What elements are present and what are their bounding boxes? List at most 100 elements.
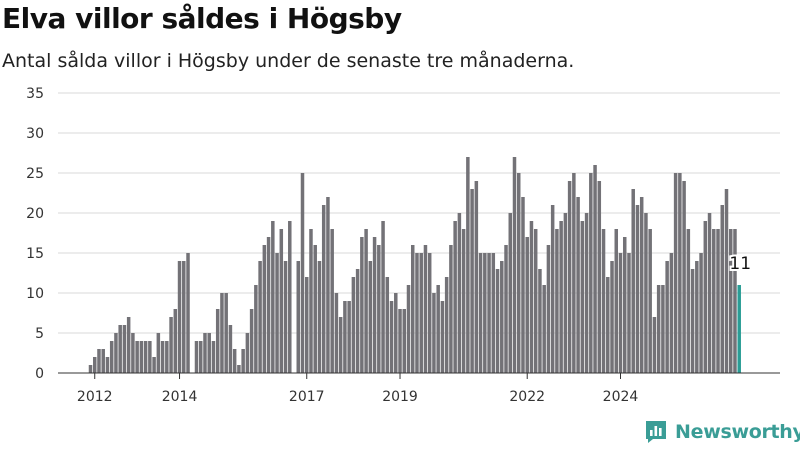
bar xyxy=(203,333,207,373)
bar xyxy=(135,341,139,373)
bar xyxy=(343,301,347,373)
bar xyxy=(635,205,640,373)
y-tick-label: 30 xyxy=(26,126,44,142)
bar xyxy=(572,173,576,373)
bar xyxy=(402,309,407,373)
bar xyxy=(338,317,343,373)
bar xyxy=(559,221,563,373)
bar xyxy=(215,309,220,373)
bar xyxy=(656,285,661,373)
bar xyxy=(580,221,585,373)
bar xyxy=(169,317,173,373)
bar xyxy=(186,253,190,373)
bar xyxy=(449,245,453,373)
bar xyxy=(707,213,712,373)
bar xyxy=(296,261,301,373)
bar xyxy=(288,221,292,373)
bar xyxy=(143,341,148,373)
bar xyxy=(584,213,589,373)
bar xyxy=(538,269,542,373)
bar xyxy=(495,269,500,373)
bar xyxy=(470,189,474,373)
bar xyxy=(716,229,720,373)
bar xyxy=(122,325,127,373)
bar xyxy=(228,325,233,373)
bar xyxy=(644,213,648,373)
bar xyxy=(614,229,619,373)
y-tick-label: 0 xyxy=(35,366,44,382)
x-axis-ticks: 2012 2014 2017 2019 2022 2024 xyxy=(77,373,638,405)
bar xyxy=(415,253,419,373)
bar xyxy=(436,285,440,373)
bar xyxy=(466,157,470,373)
bar xyxy=(258,261,262,373)
bar xyxy=(275,253,279,373)
bar xyxy=(317,261,322,373)
bar xyxy=(394,293,398,373)
bar xyxy=(207,333,211,373)
bar xyxy=(360,237,364,373)
bar xyxy=(334,293,339,373)
bar xyxy=(211,341,216,373)
y-tick-label: 20 xyxy=(26,206,44,222)
bar xyxy=(241,349,245,373)
y-tick-label: 15 xyxy=(26,246,44,262)
bar xyxy=(648,229,652,373)
bar xyxy=(567,181,572,373)
bar xyxy=(491,253,496,373)
bar xyxy=(669,253,674,373)
bar xyxy=(126,317,131,373)
bar xyxy=(631,189,635,373)
x-tick-label: 2019 xyxy=(382,389,418,405)
bar xyxy=(525,237,529,373)
bar xyxy=(313,245,317,373)
bar xyxy=(639,197,644,373)
bar xyxy=(351,277,356,373)
bar xyxy=(610,261,614,373)
bar xyxy=(686,229,691,373)
bar xyxy=(601,229,606,373)
bar xyxy=(457,213,462,373)
bar xyxy=(177,261,182,373)
bar xyxy=(427,253,432,373)
bar xyxy=(728,229,733,373)
bar-highlight xyxy=(737,285,741,373)
bar xyxy=(152,357,156,373)
bar xyxy=(533,229,538,373)
bar xyxy=(478,253,483,373)
x-tick-label: 2017 xyxy=(289,389,325,405)
bar xyxy=(300,173,305,373)
bar xyxy=(678,173,682,373)
bar xyxy=(423,245,428,373)
bar xyxy=(504,245,508,373)
bar xyxy=(232,349,237,373)
bar xyxy=(483,253,487,373)
bar xyxy=(377,245,381,373)
bar xyxy=(508,213,513,373)
bar xyxy=(160,341,165,373)
x-tick-label: 2012 xyxy=(77,389,113,405)
bar xyxy=(220,293,224,373)
y-tick-label: 35 xyxy=(26,86,44,102)
bar xyxy=(406,285,411,373)
bar xyxy=(271,221,275,373)
bar xyxy=(283,261,288,373)
x-tick-label: 2014 xyxy=(162,389,198,405)
chart-title: Elva villor såldes i Högsby xyxy=(2,2,402,35)
bar xyxy=(487,253,491,373)
bar xyxy=(194,341,199,373)
bar xyxy=(105,357,110,373)
bar xyxy=(589,173,593,373)
bars xyxy=(88,157,741,373)
bar xyxy=(97,349,101,373)
y-tick-label: 5 xyxy=(35,326,44,342)
bar xyxy=(474,181,479,373)
bar xyxy=(101,349,105,373)
bar xyxy=(597,181,602,373)
newsworthy-logo: Newsworthy xyxy=(645,420,800,444)
bar xyxy=(555,229,559,373)
bar xyxy=(114,333,118,373)
bar xyxy=(546,245,551,373)
bar xyxy=(563,213,568,373)
bar xyxy=(690,269,695,373)
